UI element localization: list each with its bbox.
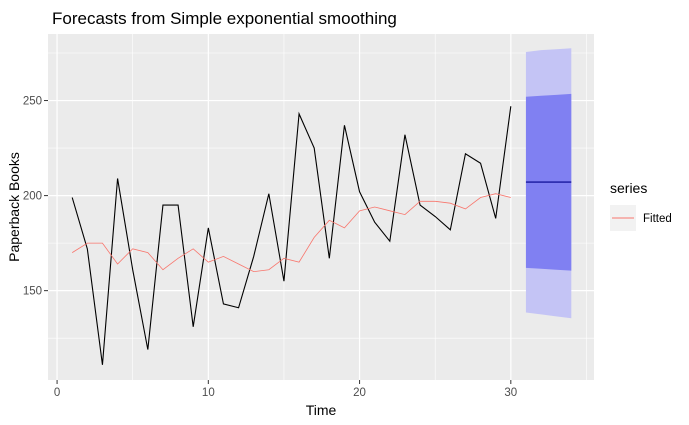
x-tick-label: 10 [202,387,215,399]
chart-title: Forecasts from Simple exponential smooth… [52,9,397,28]
x-tick-label: 0 [54,387,60,399]
series-lines [71,106,572,365]
x-tick-label: 20 [353,387,366,399]
x-tick-label: 30 [504,387,517,399]
x-axis-title: Time [306,402,337,418]
forecast-bands [525,48,572,319]
plot-panel [48,34,594,380]
y-axis-title: Paperback Books [6,152,22,262]
legend-label-fitted: Fitted [643,213,672,225]
legend-title: series [610,180,647,196]
legend: series Fitted [610,180,672,231]
y-tick-label: 200 [23,191,42,203]
fitted-line [71,193,511,273]
axis-ticks: 0 10 20 30 150 200 250 [23,96,517,399]
y-tick-label: 250 [23,96,42,108]
y-tick-label: 150 [23,286,42,298]
observed-line [71,106,512,365]
